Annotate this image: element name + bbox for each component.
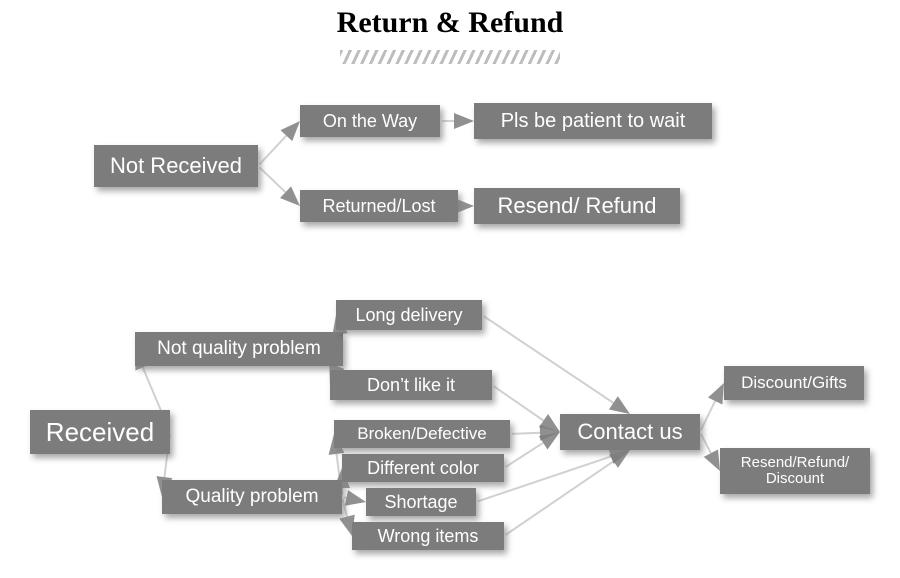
arrow-not-received-to-returned-lost: [280, 186, 300, 206]
arrow-wrong-items-to-contact-us: [609, 450, 630, 468]
edge-not-received-to-on-the-way: [259, 136, 286, 165]
edge-wrong-items-to-contact-us: [506, 461, 614, 535]
arrow-contact-us-to-resend-refund-disc: [704, 450, 720, 471]
node-discount-gifts: Discount/Gifts: [724, 366, 864, 400]
title-underline-hatch: [340, 50, 560, 64]
arrow-diff-color-to-contact-us: [539, 432, 560, 450]
node-broken: Broken/Defective: [334, 420, 510, 448]
node-resend-refund: Resend/ Refund: [474, 188, 680, 224]
node-diff-color: Different color: [342, 454, 504, 482]
arrow-on-the-way-to-pls-wait: [454, 113, 474, 129]
arrow-shortage-to-contact-us: [608, 449, 630, 464]
edge-dont-like-to-contact-us: [494, 386, 544, 420]
node-not-quality: Not quality problem: [135, 332, 343, 366]
node-on-the-way: On the Way: [300, 105, 440, 137]
node-shortage: Shortage: [366, 488, 476, 516]
node-dont-like: Don’t like it: [330, 370, 492, 400]
edge-not-received-to-returned-lost: [259, 167, 285, 192]
node-pls-wait: Pls be patient to wait: [474, 103, 712, 139]
node-returned-lost: Returned/Lost: [300, 190, 458, 222]
node-received: Received: [30, 410, 170, 454]
arrow-broken-to-contact-us: [540, 425, 560, 441]
edge-diff-color-to-contact-us: [506, 443, 543, 467]
arrow-quality-to-shortage: [345, 490, 366, 506]
arrow-contact-us-to-discount-gifts: [708, 383, 724, 404]
node-quality: Quality problem: [162, 480, 342, 514]
arrow-dont-like-to-contact-us: [539, 414, 560, 432]
edge-long-delivery-to-contact-us: [484, 316, 614, 403]
node-wrong-items: Wrong items: [352, 522, 504, 550]
node-not-received: Not Received: [94, 145, 258, 187]
page-title: Return & Refund: [0, 6, 900, 40]
edge-quality-to-wrong-items: [342, 499, 347, 517]
node-resend-refund-disc: Resend/Refund/Discount: [720, 448, 870, 494]
node-long-delivery: Long delivery: [336, 300, 482, 330]
edge-contact-us-to-discount-gifts: [701, 401, 715, 430]
node-contact-us: Contact us: [560, 414, 700, 450]
edge-contact-us-to-resend-refund-disc: [701, 434, 711, 453]
arrow-long-delivery-to-contact-us: [609, 396, 630, 414]
edge-quality-to-shortage: [344, 497, 346, 498]
arrow-not-received-to-on-the-way: [281, 121, 300, 141]
edge-broken-to-contact-us: [512, 433, 540, 434]
